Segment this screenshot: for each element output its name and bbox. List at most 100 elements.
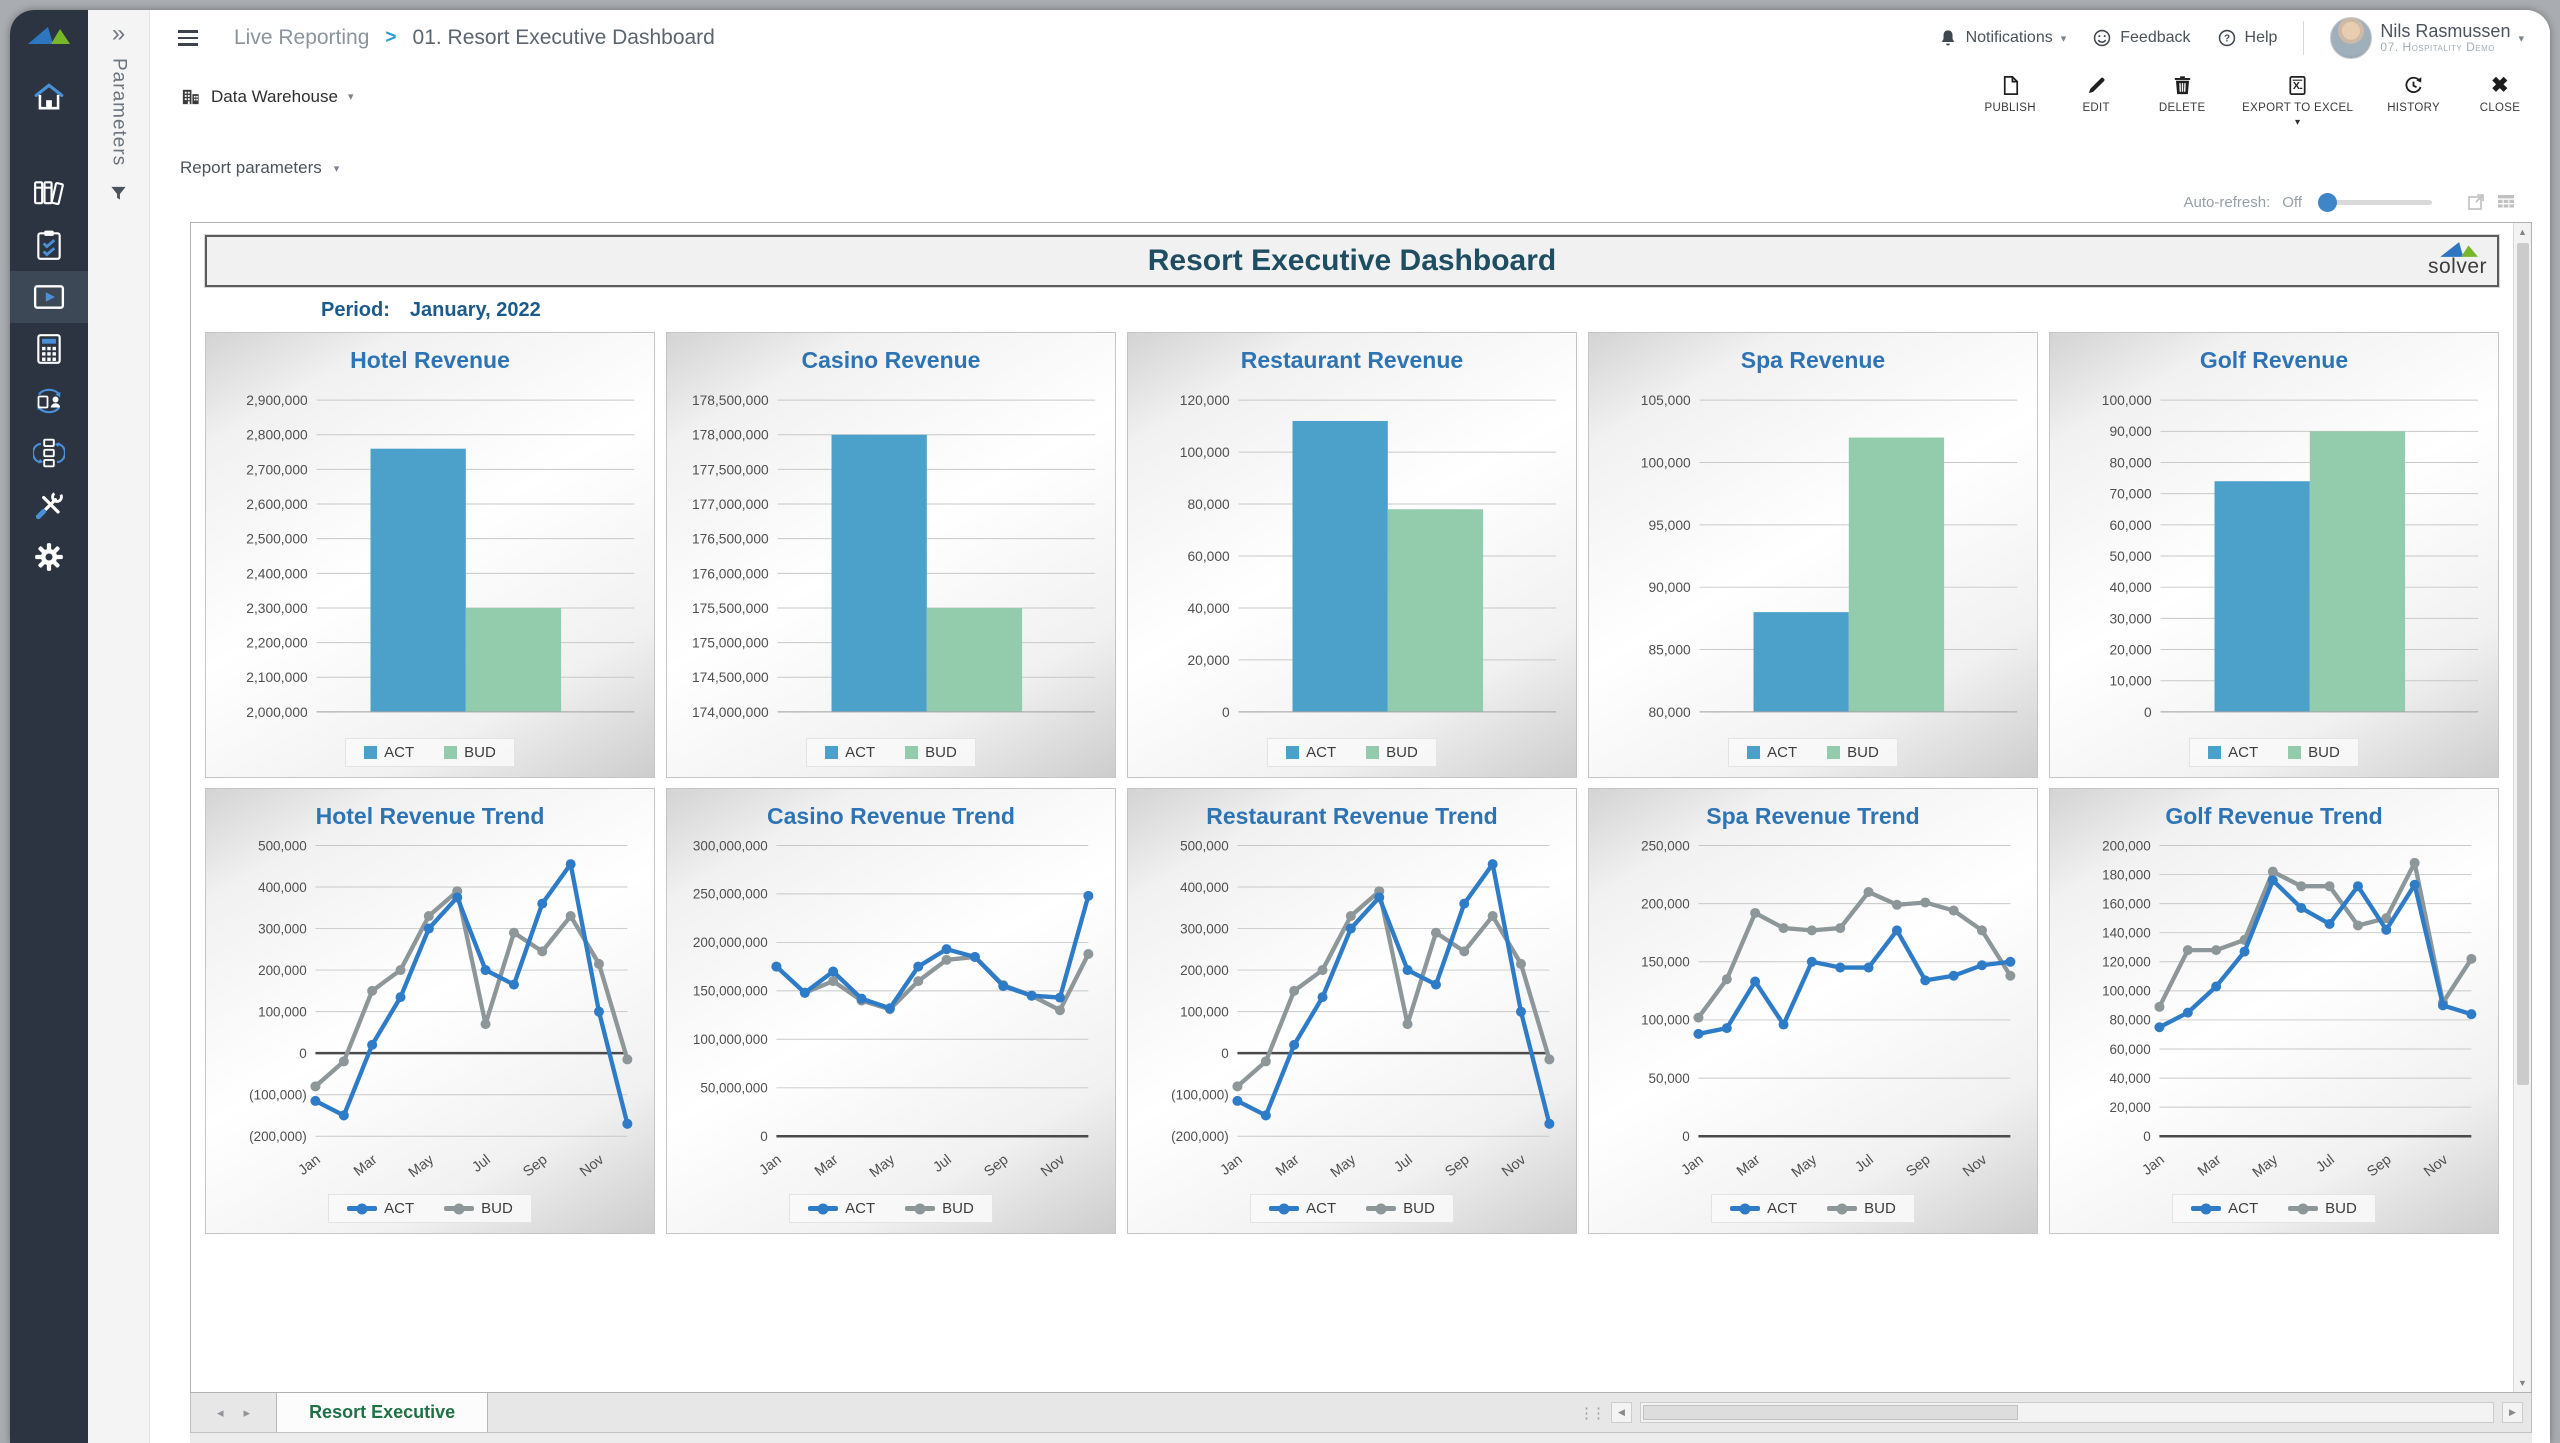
legend-item-bud: BUD — [1827, 744, 1879, 761]
scroll-down-icon[interactable]: ▼ — [2518, 1378, 2527, 1388]
dashboard-title: Resort Executive Dashboard — [1147, 244, 1557, 277]
splitter-grip-icon[interactable]: ⋮⋮ — [1579, 1404, 1606, 1422]
sidebar-item-process[interactable] — [10, 427, 88, 479]
chart-title: Restaurant Revenue Trend — [1206, 803, 1498, 829]
svg-text:400,000: 400,000 — [1180, 880, 1229, 895]
svg-text:Jan: Jan — [1678, 1152, 1706, 1179]
smiley-icon — [2094, 29, 2111, 47]
auto-refresh-slider[interactable] — [2318, 192, 2432, 212]
legend-line-swatch-bud — [905, 1203, 936, 1214]
auto-refresh-label: Auto-refresh: — [2183, 193, 2271, 211]
chart-legend: ACT BUD — [2189, 738, 2359, 767]
svg-text:Sep: Sep — [981, 1152, 1011, 1180]
svg-text:Nov: Nov — [1038, 1151, 1069, 1180]
horizontal-scroll-track[interactable] — [1640, 1402, 2494, 1423]
sheet-tab-bar: ◂ ▸ Resort Executive ⋮⋮ ◀ ▶ — [190, 1393, 2532, 1433]
solver-logo-icon — [27, 24, 71, 51]
svg-text:Sep: Sep — [1903, 1152, 1933, 1180]
svg-text:Sep: Sep — [520, 1152, 550, 1180]
sidebar-item-publishing[interactable] — [10, 375, 88, 427]
sidebar-item-settings[interactable] — [10, 531, 88, 583]
chevron-down-icon: ▾ — [333, 162, 340, 175]
close-button[interactable]: ✖ CLOSE — [2474, 74, 2526, 128]
chevron-down-icon[interactable]: ▾ — [2295, 117, 2301, 128]
svg-text:100,000: 100,000 — [1180, 1004, 1229, 1019]
scroll-left-icon[interactable]: ◀ — [1611, 1402, 1632, 1423]
notifications-menu[interactable]: Notifications ▾ — [1938, 28, 2066, 48]
history-button[interactable]: HISTORY — [2387, 74, 2440, 128]
feedback-menu[interactable]: Feedback — [2092, 28, 2191, 48]
svg-text:2,400,000: 2,400,000 — [246, 566, 308, 581]
report-parameters-dropdown[interactable]: Report parameters ▾ — [180, 158, 2550, 178]
data-source-dropdown[interactable]: Data Warehouse ▾ — [180, 86, 353, 107]
expand-parameters-button[interactable]: » — [111, 20, 126, 47]
sidebar-item-administration[interactable] — [10, 479, 88, 531]
svg-text:200,000: 200,000 — [1180, 963, 1229, 978]
legend-item-bud: BUD — [444, 1200, 513, 1217]
user-menu[interactable]: Nils Rasmussen 07. Hospitality Demo ▾ — [2330, 17, 2524, 59]
svg-text:176,500,000: 176,500,000 — [692, 532, 769, 547]
help-menu[interactable]: ? Help — [2217, 28, 2277, 48]
sidebar-item-reporting[interactable] — [10, 271, 88, 323]
chart-canvas: 0 50,000,000 100,000,000 150,000,000 200,000… — [673, 832, 1109, 1194]
svg-text:300,000: 300,000 — [258, 921, 307, 936]
sidebar-item-archive[interactable] — [10, 167, 88, 219]
chart-canvas: 174,000,000 174,500,000 175,000,000 175,500… — [673, 376, 1109, 738]
feedback-label: Feedback — [2120, 29, 2191, 46]
grid-view-icon[interactable] — [2496, 192, 2516, 212]
report-sharing-icon — [37, 388, 61, 414]
svg-text:100,000: 100,000 — [2102, 393, 2152, 408]
svg-text:May: May — [1789, 1151, 1821, 1181]
scroll-right-icon[interactable]: ▶ — [2502, 1402, 2523, 1423]
chart-legend: ACT BUD — [345, 738, 515, 767]
legend-item-act: ACT — [1269, 1200, 1336, 1217]
sidebar-item-home[interactable] — [10, 71, 88, 123]
tab-scroll-left-icon[interactable]: ◂ — [217, 1404, 224, 1420]
svg-text:(200,000): (200,000) — [249, 1129, 307, 1144]
svg-text:250,000,000: 250,000,000 — [693, 887, 768, 902]
svg-text:200,000,000: 200,000,000 — [693, 935, 768, 950]
legend-item-act: ACT — [825, 744, 875, 761]
svg-text:Nov: Nov — [1960, 1151, 1991, 1180]
report-toolbar: Data Warehouse ▾ PUBLISH EDIT DELETE X — [150, 66, 2550, 128]
breadcrumb-section[interactable]: Live Reporting — [234, 26, 370, 49]
svg-text:Sep: Sep — [2364, 1152, 2394, 1180]
vertical-scrollbar[interactable]: ▲ ▼ — [2513, 223, 2531, 1392]
vertical-scroll-thumb[interactable] — [2516, 243, 2529, 1085]
breadcrumb-page: 01. Resort Executive Dashboard — [412, 26, 715, 49]
sidebar-item-budgeting[interactable] — [10, 323, 88, 375]
tab-scroll-right-icon[interactable]: ▸ — [243, 1404, 251, 1420]
svg-text:May: May — [2250, 1151, 2282, 1181]
legend-swatch-bud — [905, 746, 919, 759]
chart-legend: ACT BUD — [1250, 1194, 1454, 1223]
export-to-excel-button[interactable]: X EXPORT TO EXCEL ▾ — [2242, 74, 2353, 128]
horizontal-scrollbar[interactable]: ⋮⋮ ◀ ▶ — [1579, 1393, 2531, 1432]
delete-button[interactable]: DELETE — [2156, 74, 2208, 128]
svg-text:200,000: 200,000 — [1641, 896, 1690, 911]
chart-canvas: 0 10,000 20,000 30,000 40,000 50,000 60,000 70,… — [2056, 376, 2492, 738]
scroll-up-icon[interactable]: ▲ — [2518, 227, 2527, 237]
slider-knob[interactable] — [2318, 192, 2337, 212]
legend-line-swatch-act — [808, 1203, 839, 1214]
svg-text:Mar: Mar — [1734, 1152, 1764, 1180]
horizontal-scroll-thumb[interactable] — [1643, 1405, 2018, 1420]
publish-button[interactable]: PUBLISH — [1984, 74, 2036, 128]
svg-text:178,000,000: 178,000,000 — [692, 428, 769, 443]
sheet-tab-resort-executive[interactable]: Resort Executive — [276, 1393, 489, 1432]
chart-canvas: 2,000,000 2,100,000 2,200,000 2,300,000 2,40… — [212, 376, 648, 738]
legend-line-swatch-bud — [1827, 1203, 1858, 1214]
legend-swatch-act — [364, 746, 378, 759]
sidebar-item-assignments[interactable] — [10, 219, 88, 271]
edit-button[interactable]: EDIT — [2070, 74, 2122, 128]
legend-item-bud: BUD — [2288, 744, 2340, 761]
publish-icon — [2003, 76, 2018, 95]
chart-title: Hotel Revenue Trend — [315, 803, 545, 829]
legend-item-bud: BUD — [905, 1200, 974, 1217]
svg-text:0: 0 — [299, 1046, 307, 1061]
period-row: Period: January, 2022 — [321, 299, 2513, 322]
open-fullscreen-icon[interactable] — [2466, 192, 2486, 212]
hamburger-menu-icon[interactable] — [178, 30, 198, 46]
svg-text:180,000: 180,000 — [2102, 867, 2151, 882]
svg-text:(100,000): (100,000) — [249, 1088, 307, 1103]
legend-item-act: ACT — [364, 744, 414, 761]
